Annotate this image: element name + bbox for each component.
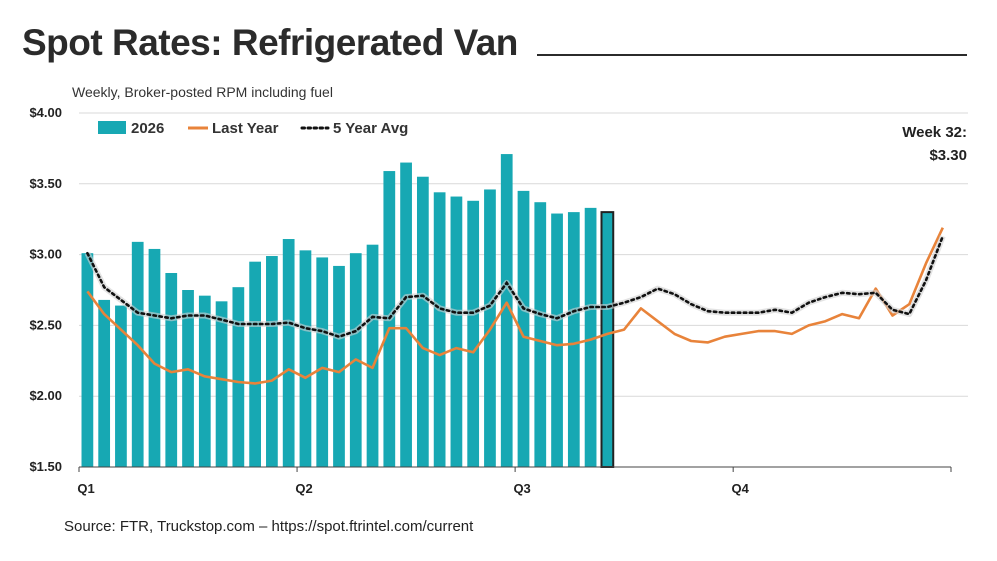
bar [400,162,412,467]
y-tick-label: $2.50 [29,317,62,332]
bar [500,154,513,467]
bar [333,265,345,467]
y-tick-label: $3.50 [29,176,62,191]
annotation-line-2: $3.30 [929,147,967,164]
line-layer [84,227,946,385]
y-tick-label: $3.00 [29,247,62,262]
bar [551,213,563,467]
bar [433,192,446,467]
annotation-line-1: Week 32: [902,124,967,141]
bar [584,207,597,467]
x-tick-label: Q4 [731,481,749,496]
y-tick-label: $2.00 [29,388,62,403]
y-tick-label: $4.00 [29,105,62,120]
bar [517,190,530,467]
x-tick-label: Q3 [513,481,530,496]
bar [232,287,245,467]
bar [366,244,379,467]
legend-label: 5 Year Avg [333,120,408,137]
bar [467,200,480,468]
bar [165,273,178,467]
bar [182,290,194,467]
x-tick-label: Q2 [295,481,312,496]
y-tick-label: $1.50 [29,459,62,474]
legend-label: Last Year [212,120,279,137]
legend-swatch [98,121,126,134]
source-note: Source: FTR, Truckstop.com – https://spo… [64,518,474,535]
bar [115,305,127,467]
bar [282,239,295,467]
axis-layer: $1.50 $2.00 $2.50 $3.00 $3.50 $4.00 Q1 Q2 Q3 Q4 [29,105,952,496]
bar [416,176,429,467]
bar [198,295,211,467]
legend: 2026 Last Year 5 Year Avg [98,120,408,137]
bar [567,212,580,467]
bar [215,301,228,467]
annotation: Week 32: $3.30 [902,124,967,164]
x-tick-label: Q1 [77,481,94,496]
bar [299,250,312,467]
bar [148,248,161,467]
bar [600,211,615,468]
bar [534,202,547,467]
legend-label: 2026 [131,120,164,137]
bar [316,257,329,467]
bar [98,299,111,467]
bar [450,196,463,467]
chart-title: Spot Rates: Refrigerated Van [22,22,518,63]
bar [266,256,278,467]
avg-line [86,234,945,339]
bar [81,253,94,467]
bar [249,261,261,467]
bar [131,241,144,467]
last-year-line [86,227,944,385]
title-rule [537,54,967,56]
chart-subtitle: Weekly, Broker-posted RPM including fuel [72,84,333,100]
